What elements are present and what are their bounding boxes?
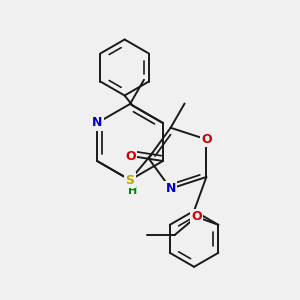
Text: O: O (126, 149, 136, 163)
Text: N: N (92, 116, 102, 130)
Text: H: H (128, 186, 138, 196)
Text: O: O (191, 210, 202, 223)
Text: N: N (165, 182, 176, 195)
Text: N: N (125, 173, 135, 187)
Text: O: O (201, 133, 212, 146)
Text: S: S (125, 173, 134, 187)
